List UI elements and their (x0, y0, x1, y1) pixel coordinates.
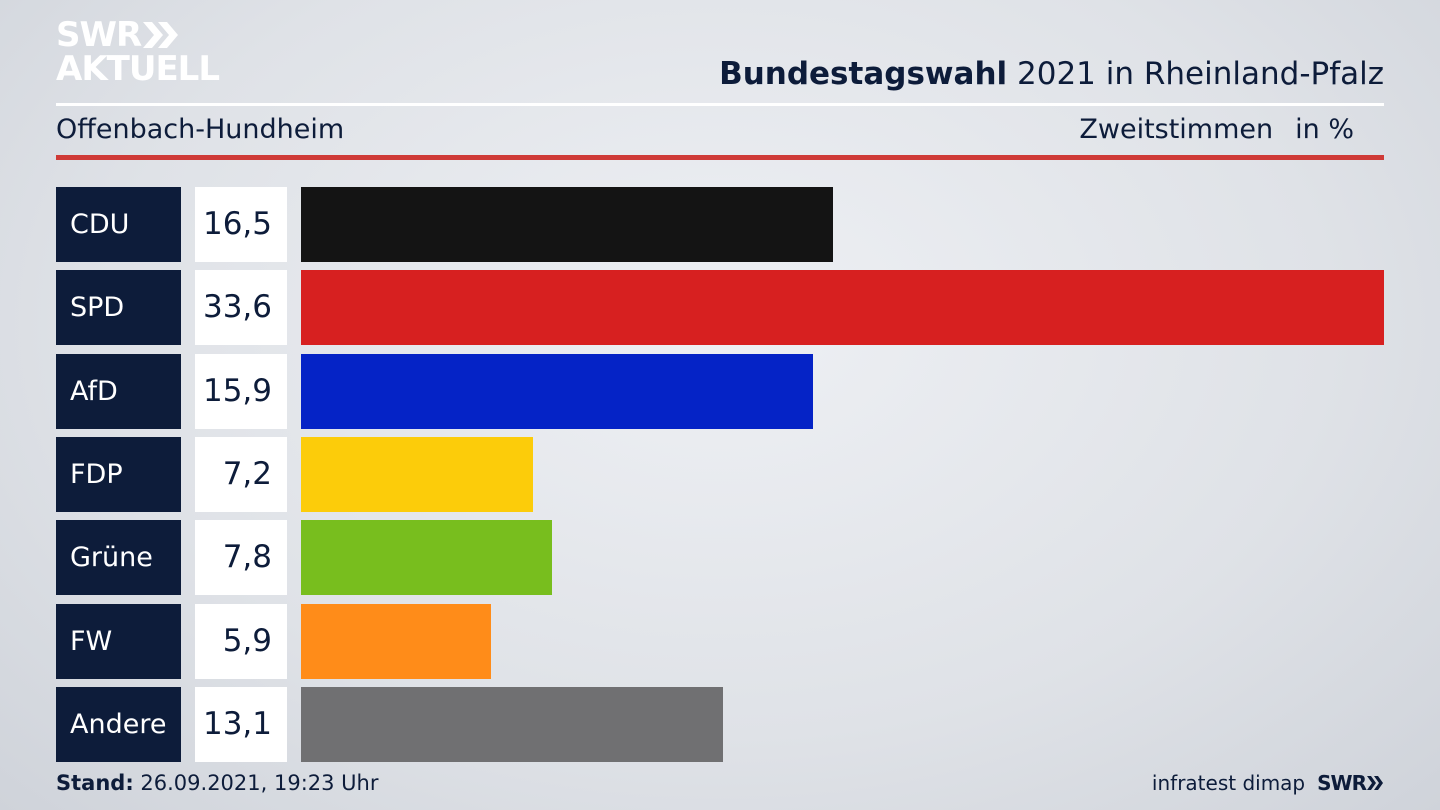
swr-aktuell-logo: SWR AKTUELL (56, 15, 220, 89)
value-label-fdp: 7,2 (195, 437, 287, 512)
bar-fw (301, 604, 491, 679)
chart-row-andere: Andere 13,1 (56, 687, 1384, 762)
value-label-afd: 15,9 (195, 354, 287, 429)
title-bold: Bundestagswahl (719, 56, 1008, 92)
value-label-cdu: 16,5 (195, 187, 287, 262)
region-name: Offenbach-Hundheim (56, 114, 345, 145)
party-label-spd: SPD (56, 270, 181, 345)
accent-divider (56, 155, 1384, 160)
logo-aktuell-text: AKTUELL (56, 49, 220, 89)
logo-chevrons-icon (143, 22, 179, 48)
party-label-fdp: FDP (56, 437, 181, 512)
chart-row-fw: FW 5,9 (56, 604, 1384, 679)
bar-fdp (301, 437, 533, 512)
timestamp: Stand: 26.09.2021, 19:23 Uhr (56, 771, 379, 795)
bar-andere (301, 687, 723, 762)
chart-row-spd: SPD 33,6 (56, 270, 1384, 345)
measure-label: Zweitstimmen in % (1079, 114, 1354, 145)
value-label-andere: 13,1 (195, 687, 287, 762)
party-label-afd: AfD (56, 354, 181, 429)
title-rest: 2021 in Rheinland-Pfalz (1007, 56, 1384, 92)
bar-afd (301, 354, 813, 429)
unit-text: in % (1295, 114, 1354, 145)
value-label-gruene: 7,8 (195, 520, 287, 595)
timestamp-value: 26.09.2021, 19:23 Uhr (133, 771, 379, 795)
source-credit: infratest dimap SWR (1152, 771, 1384, 795)
chart-row-fdp: FDP 7,2 (56, 437, 1384, 512)
logo-swr-text: SWR (56, 15, 142, 55)
timestamp-label: Stand: (56, 771, 134, 795)
party-label-cdu: CDU (56, 187, 181, 262)
party-label-andere: Andere (56, 687, 181, 762)
chart-row-cdu: CDU 16,5 (56, 187, 1384, 262)
source-text: infratest dimap (1151, 771, 1306, 795)
chart-row-gruene: Grüne 7,8 (56, 520, 1384, 595)
swr-chevrons-icon (1367, 776, 1383, 790)
value-label-fw: 5,9 (195, 604, 287, 679)
header-divider (56, 103, 1384, 106)
party-label-gruene: Grüne (56, 520, 181, 595)
swr-brand-text: SWR (1317, 771, 1367, 795)
party-label-fw: FW (56, 604, 181, 679)
measure-text: Zweitstimmen (1079, 114, 1274, 145)
page-title: Bundestagswahl 2021 in Rheinland-Pfalz (719, 56, 1384, 92)
value-label-spd: 33,6 (195, 270, 287, 345)
bar-chart: CDU 16,5 SPD 33,6 AfD 15,9 FDP 7,2 Grüne 7,8 FW 5,9… (56, 187, 1384, 762)
bar-cdu (301, 187, 833, 262)
chart-row-afd: AfD 15,9 (56, 354, 1384, 429)
bar-gruene (301, 520, 552, 595)
bar-spd (301, 270, 1384, 345)
